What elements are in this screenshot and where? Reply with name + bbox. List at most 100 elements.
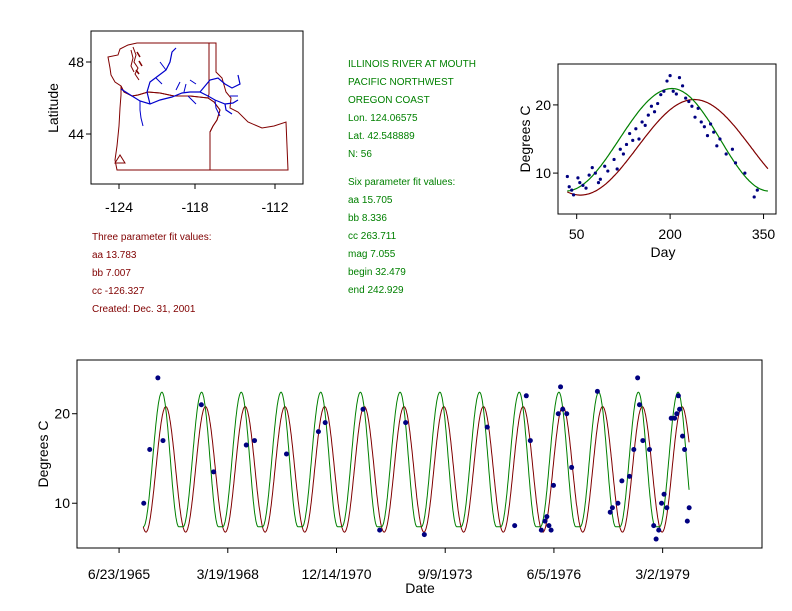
timeseries-data-point: [672, 415, 678, 421]
timeseries-data-point: [607, 509, 613, 515]
map-xtick-1: -124: [105, 199, 133, 215]
seasonal-data-point: [687, 99, 691, 104]
seasonal-data-point: [612, 157, 616, 162]
seasonal-data-point: [634, 127, 638, 131]
timeseries-data-point: [635, 375, 641, 381]
seasonal-fit3-line: [567, 98, 769, 196]
map-panel: -124 -118 -112 48 44 Latitude: [45, 30, 304, 215]
seasonal-data-point: [674, 92, 678, 96]
seasonal-data-point: [596, 181, 601, 185]
timeseries-data-point: [315, 429, 321, 435]
timeseries-data-point: [646, 447, 652, 453]
station-region: PACIFIC NORTHWEST: [348, 77, 454, 88]
timeseries-data-point: [252, 438, 258, 444]
seasonal-data-point: [624, 142, 629, 147]
seasonal-data-point: [709, 122, 713, 126]
station-n: N: 56: [348, 149, 372, 160]
timeseries-data-point: [484, 424, 490, 430]
seasonal-data-point: [570, 188, 574, 192]
seasonal-data-point: [621, 152, 626, 156]
timeseries-data-point: [686, 505, 692, 511]
seasonal-data-point: [715, 144, 719, 148]
timeseries-data-point: [403, 420, 409, 426]
seasonal-data-point: [593, 171, 597, 175]
timeseries-axes: 6/23/1965 3/19/1968 12/14/1970 9/9/1973 6/5/…: [54, 406, 690, 582]
seasonal-data-point: [705, 133, 710, 138]
seasonal-plot: 50 200 350 10 20 Day Degrees C: [517, 63, 777, 260]
seasonal-data-point: [718, 137, 722, 141]
seasonal-data-point: [643, 123, 647, 127]
timeseries-data-point: [680, 433, 686, 439]
timeseries-data-point: [631, 447, 637, 453]
timeseries-three-param-fit: [142, 406, 690, 533]
seasonal-data-point: [567, 185, 571, 189]
seasonal-data-point: [733, 161, 738, 165]
seasonal-data-point: [598, 177, 602, 181]
timeseries-xlabel: Date: [405, 580, 435, 596]
timeseries-data-point: [656, 527, 662, 533]
timeseries-ytick-label: 20: [54, 406, 70, 422]
seasonal-data-point: [640, 120, 644, 124]
six-param-header: Six parameter fit values:: [348, 177, 456, 188]
seasonal-data-point: [646, 113, 650, 117]
seasonal-data-point: [637, 137, 641, 141]
six-param-aa: aa 15.705: [348, 195, 393, 206]
seasonal-data-point: [665, 79, 669, 83]
map-ylabel: Latitude: [45, 83, 61, 133]
seasonal-data-point: [576, 176, 580, 180]
timeseries-data-point: [560, 406, 566, 412]
seasonal-data-point: [590, 166, 594, 170]
seasonal-data-point: [668, 73, 672, 78]
six-param-cc: cc 263.711: [348, 231, 397, 242]
timeseries-xtick-label: 9/9/1973: [418, 566, 473, 582]
seasonal-xlabel: Day: [651, 244, 676, 260]
timeseries-data-point: [548, 527, 554, 533]
timeseries-data-point: [550, 482, 556, 488]
map-xtick-3: -112: [262, 199, 289, 215]
timeseries-data-point: [684, 518, 690, 524]
timeseries-xtick-label: 6/5/1976: [527, 566, 582, 582]
timeseries-data-point: [619, 478, 625, 484]
timeseries-data-point: [421, 532, 427, 538]
created-date: Created: Dec. 31, 2001: [92, 304, 196, 315]
seasonal-data-point: [615, 167, 619, 171]
seasonal-ylabel: Degrees C: [517, 106, 533, 173]
timeseries-data-point: [283, 451, 289, 457]
seasonal-data-point: [587, 173, 591, 177]
site-marker-triangle: [114, 154, 126, 164]
seasonal-xtick-label: 50: [569, 226, 585, 242]
seasonal-xtick-label: 350: [752, 226, 776, 242]
timeseries-data-point: [527, 438, 533, 444]
columbia-upper: [146, 47, 177, 105]
timeseries-data-point: [564, 411, 570, 417]
timeseries-data-point: [659, 500, 665, 506]
seasonal-data-point: [656, 101, 660, 106]
timeseries-xtick-label: 12/14/1970: [301, 566, 371, 582]
seasonal-axes: 50 200 350 10 20: [535, 97, 775, 242]
seasonal-ytick-label: 20: [535, 97, 551, 113]
three-param-cc: cc -126.327: [92, 286, 145, 297]
timeseries-data-point: [626, 473, 632, 479]
snake-river: [199, 74, 241, 115]
timeseries-data-point: [653, 536, 659, 542]
timeseries-data-point: [544, 514, 550, 520]
timeseries-data-point: [322, 420, 328, 426]
seasonal-data-point: [690, 104, 694, 108]
map-ytick-1: 48: [68, 54, 84, 70]
timeseries-data-point: [538, 527, 544, 533]
columbia-river: [120, 88, 239, 105]
timeseries-data-point: [147, 447, 153, 453]
three-param-header: Three parameter fit values:: [92, 232, 212, 243]
seasonal-data-point: [724, 152, 728, 156]
three-param-aa: aa 13.783: [92, 250, 137, 261]
station-subregion: OREGON COAST: [348, 95, 430, 106]
timeseries-data-point: [640, 438, 646, 444]
seasonal-ytick-label: 10: [535, 165, 551, 181]
three-param-bb: bb 7.007: [92, 268, 131, 279]
timeseries-xtick-label: 3/19/1968: [197, 566, 259, 582]
seasonal-frame: [557, 63, 777, 215]
puget-islands: [135, 51, 143, 75]
station-lon: Lon. 124.06575: [348, 113, 418, 124]
station-info: ILLINOIS RIVER AT MOUTH PACIFIC NORTHWES…: [348, 56, 476, 164]
timeseries-plot: 6/23/1965 3/19/1968 12/14/1970 9/9/1973 6/5/…: [35, 359, 763, 596]
